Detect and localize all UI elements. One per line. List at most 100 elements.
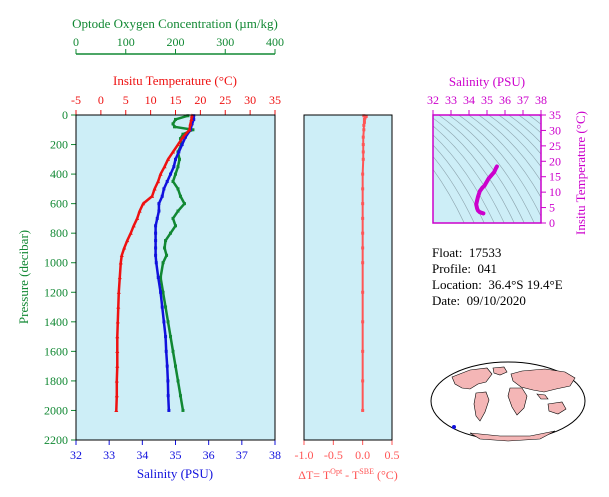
salinity-point — [166, 394, 170, 398]
oxygen-point — [178, 194, 182, 198]
temperature-tick-label: 30 — [244, 93, 256, 107]
temperature-tick-label: 25 — [219, 93, 231, 107]
salinity-point — [190, 122, 194, 126]
delta-t-point — [361, 246, 365, 250]
density-contour — [433, 156, 475, 223]
density-contour — [433, 144, 485, 223]
temperature-point — [137, 208, 142, 213]
oxygen-point — [169, 231, 173, 235]
delta-t-tick-label: 0.5 — [385, 448, 400, 462]
land-south-america — [473, 391, 490, 422]
temperature-tick-label: 5 — [123, 93, 129, 107]
temperature-point — [187, 127, 192, 132]
delta-t-axis-ticks: -1.0 -0.5 0.0 0.5 — [295, 440, 400, 462]
oxygen-tick-label: 200 — [167, 35, 185, 49]
salinity-point — [154, 261, 158, 265]
oxygen-point — [164, 239, 168, 243]
ts-point — [476, 195, 480, 199]
salinity-point — [155, 216, 159, 220]
salinity-point — [160, 194, 164, 198]
info-date: Date: 09/10/2020 — [432, 293, 526, 309]
temperature-point — [156, 179, 161, 184]
delta-t-tick-label: 0.0 — [355, 448, 370, 462]
salinity-point — [156, 276, 160, 279]
oxygen-point — [173, 125, 177, 129]
temperature-point — [175, 142, 180, 147]
ts-salinity-ticks: 32 33 34 35 36 37 38 — [427, 93, 547, 115]
temperature-point — [118, 260, 123, 265]
temperature-point — [117, 275, 122, 280]
oxygen-axis-ticks: 0 100 200 300 400 — [73, 35, 284, 54]
ts-point — [492, 170, 496, 174]
salinity-tick-label: 33 — [103, 448, 115, 462]
temperature-tick-label: 35 — [269, 93, 281, 107]
oxygen-point — [181, 132, 185, 136]
salinity-point — [154, 224, 158, 228]
salinity-point — [162, 320, 166, 324]
ts-point — [485, 179, 489, 183]
pressure-tick-label: 1200 — [44, 285, 68, 299]
temperature-point — [115, 363, 120, 368]
pressure-tick-label: 600 — [50, 197, 68, 211]
oxygen-point — [161, 261, 165, 265]
ts-salinity-tick-label: 32 — [427, 93, 439, 107]
temperature-point — [158, 171, 163, 176]
salinity-axis-ticks: 32 33 34 35 36 37 38 — [70, 440, 281, 462]
delta-t-point — [362, 120, 366, 124]
delta-t-plot-area — [304, 115, 392, 440]
land-greenland — [492, 366, 508, 376]
oxygen-point — [171, 349, 175, 353]
temperature-axis-ticks: -5 0 5 10 15 20 25 30 35 — [71, 93, 281, 115]
temperature-point — [114, 408, 119, 413]
ts-salinity-tick-label: 34 — [463, 93, 475, 107]
oxygen-point — [169, 335, 173, 339]
temperature-point — [131, 223, 136, 228]
delta-t-point — [362, 114, 366, 118]
temperature-point — [141, 201, 146, 206]
ts-salinity-tick-label: 36 — [499, 93, 511, 107]
delta-t-point — [361, 349, 365, 353]
ts-temperature-tick-label: 5 — [549, 201, 555, 215]
salinity-point — [157, 202, 161, 206]
delta-t-plot-frame — [303, 114, 393, 441]
salinity-axis-title: Salinity (PSU) — [137, 466, 213, 481]
salinity-point — [154, 239, 158, 243]
delta-t-axis-title: ΔT= TOpt - TSBE (°C) — [298, 467, 398, 482]
salinity-point — [160, 305, 164, 309]
salinity-point — [165, 179, 169, 183]
ts-plot-frame — [432, 114, 542, 224]
date-label: Date: — [432, 293, 461, 308]
temperature-point — [115, 334, 120, 339]
oxygen-tick-label: 0 — [73, 35, 79, 49]
temperature-point — [115, 319, 120, 324]
density-contour — [433, 125, 505, 223]
pressure-tick-label: 2000 — [44, 403, 68, 417]
delta-t-point — [361, 157, 365, 161]
salinity-point — [192, 114, 196, 118]
oxygen-point — [159, 276, 163, 279]
temperature-point — [115, 349, 120, 353]
ts-point — [489, 173, 494, 177]
temperature-point — [119, 253, 124, 257]
temperature-point — [135, 216, 140, 221]
delta-t-point — [361, 172, 365, 176]
info-location: Location: 36.4°S 19.4°E — [432, 277, 563, 293]
temperature-point — [128, 230, 133, 235]
salinity-point — [162, 187, 166, 191]
temperature-point — [152, 186, 157, 191]
date-value: 09/10/2020 — [466, 293, 526, 308]
info-profile: Profile: 041 — [432, 261, 497, 277]
delta-t-point — [361, 143, 365, 147]
ts-temperature-tick-label: 30 — [549, 123, 561, 137]
oxygen-tick-label: 300 — [216, 35, 234, 49]
salinity-point — [164, 349, 168, 353]
salinity-point — [154, 253, 158, 257]
temperature-tick-label: 20 — [194, 93, 206, 107]
float-label: Float: — [432, 245, 463, 260]
temperature-point — [114, 378, 119, 383]
temperature-point — [122, 245, 127, 250]
location-value: 36.4°S 19.4°E — [488, 277, 563, 292]
oxygen-point — [166, 320, 170, 324]
salinity-point — [166, 379, 170, 383]
